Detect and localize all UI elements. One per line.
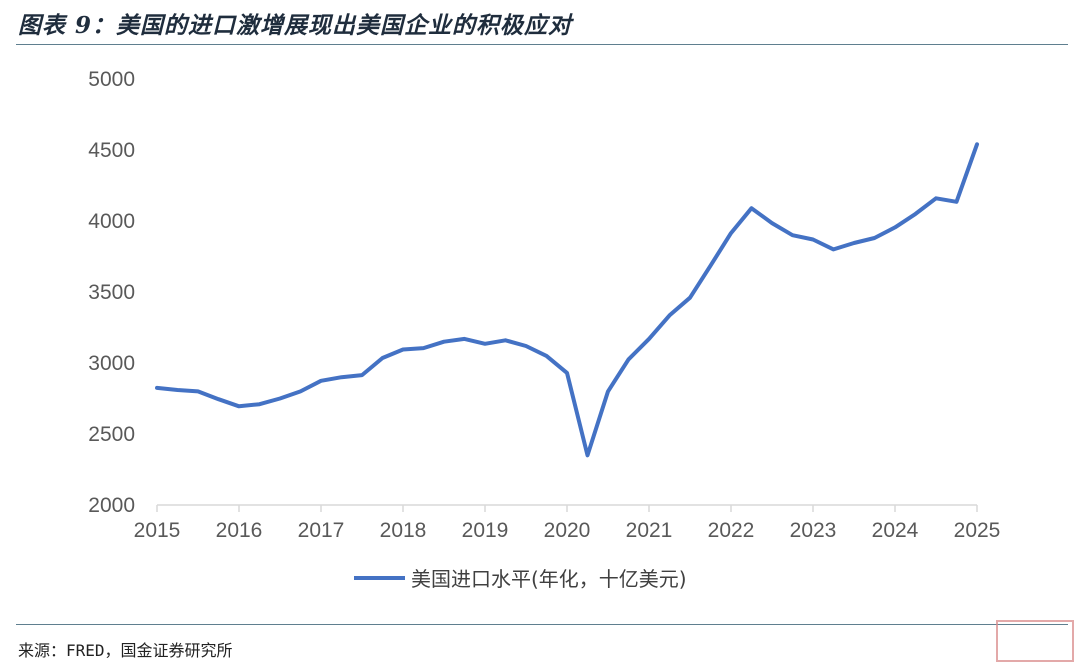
x-axis: 2015 2016 2017 2018 2019 2020 2021 2022 2023 2024… [134,505,1001,542]
x-tick-label: 2017 [298,519,345,542]
y-tick-label: 4500 [88,139,135,162]
series-line-us-imports [155,142,979,458]
y-tick-label: 2000 [88,494,135,517]
x-tick-label: 2022 [708,519,755,542]
y-tick-label: 5000 [88,68,135,91]
watermark-stamp [996,620,1074,662]
x-tick-label: 2016 [216,519,263,542]
y-tick-label: 3000 [88,352,135,375]
legend-label: 美国进口水平(年化，十亿美元) [411,567,687,591]
x-tick-label: 2015 [134,519,181,542]
x-tick-label: 2025 [954,519,1001,542]
x-tick-label: 2021 [626,519,673,542]
y-tick-label: 2500 [88,423,135,446]
y-tick-label: 4000 [88,210,135,233]
x-tick-label: 2018 [380,519,427,542]
x-tick-label: 2020 [544,519,591,542]
x-tick-label: 2023 [790,519,837,542]
y-tick-label: 3500 [88,281,135,304]
source-note: 来源：FRED，国金证券研究所 [18,641,233,660]
x-tick-label: 2024 [872,519,919,542]
header-divider [16,44,1068,45]
x-tick-label: 2019 [462,519,509,542]
legend: 美国进口水平(年化，十亿美元) [354,567,687,591]
y-axis: 2000 2500 3000 3500 4000 4500 5000 [88,68,135,517]
chart-title: 图表 9：美国的进口激增展现出美国企业的积极应对 [18,12,573,39]
footer-divider [16,624,1068,625]
